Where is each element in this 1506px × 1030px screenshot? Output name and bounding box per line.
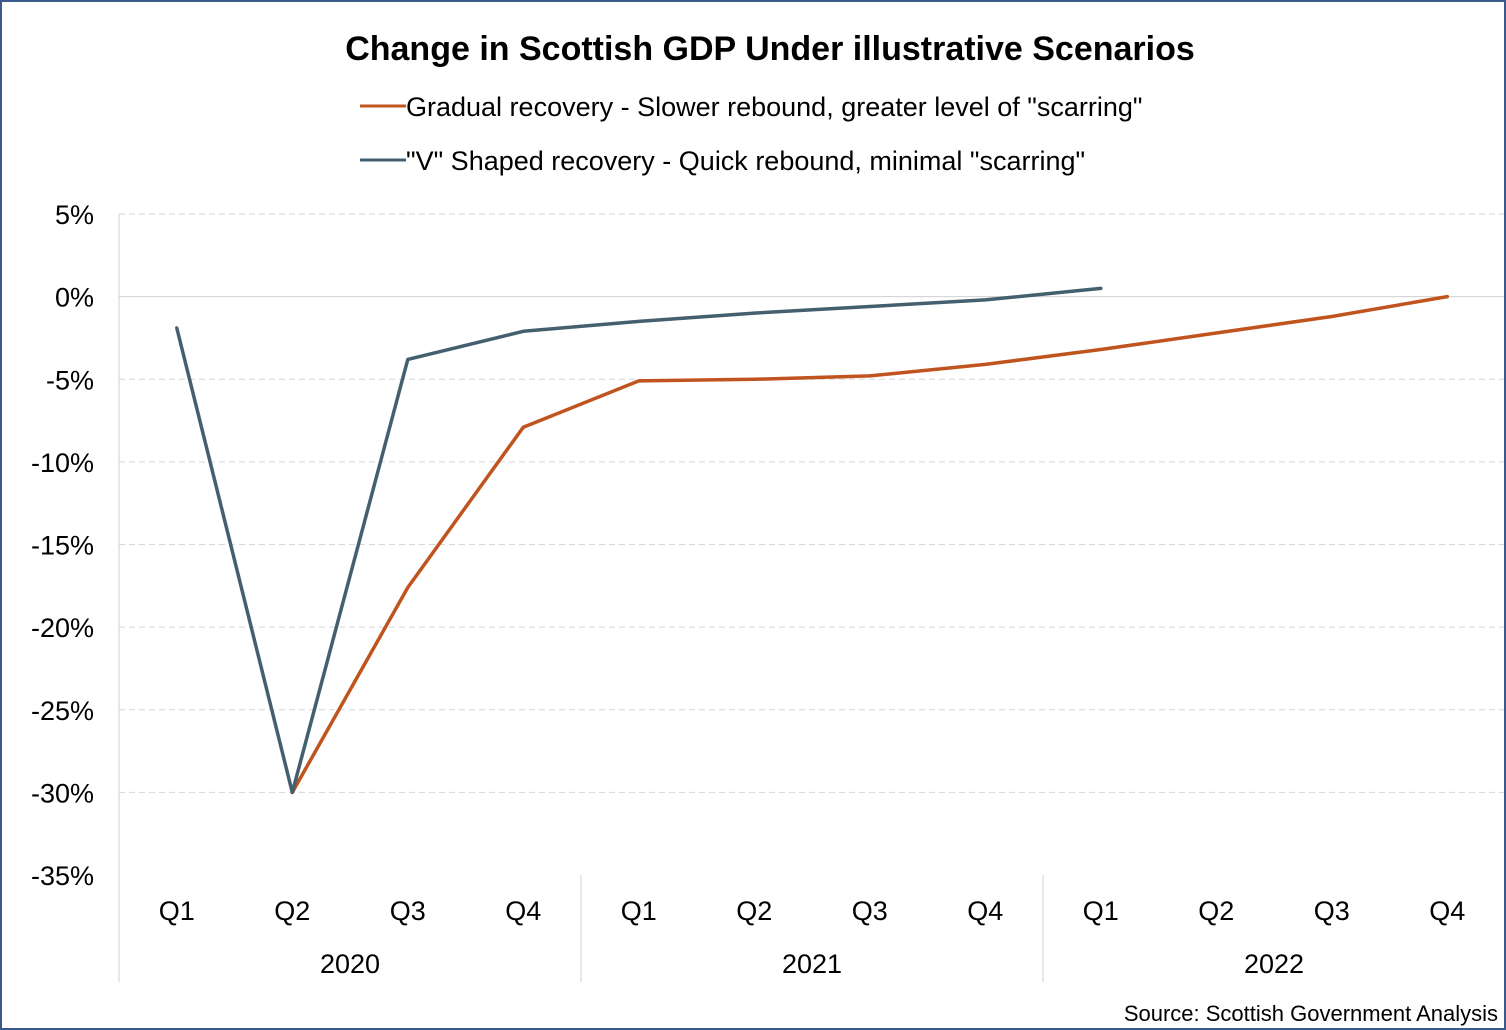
y-tick-label: -25% xyxy=(31,696,94,726)
x-year-label: 2021 xyxy=(782,949,842,979)
x-axis: Q1 Q2 Q3 Q4 Q1 Q2 Q3 Q4 Q1 Q2 Q3 Q4 2020 2021 2022 xyxy=(118,214,1465,982)
y-tick-label: -30% xyxy=(31,778,94,808)
x-tick-label: Q3 xyxy=(1314,896,1350,926)
y-tick-label: -20% xyxy=(31,613,94,643)
x-tick-label: Q1 xyxy=(159,896,195,926)
legend-label-gradual: Gradual recovery - Slower rebound, great… xyxy=(406,92,1143,122)
y-tick-label: -10% xyxy=(31,448,94,478)
series-lines xyxy=(175,286,1450,795)
gridlines xyxy=(119,213,1504,793)
series-line-v-shaped xyxy=(175,286,1103,795)
source-note: Source: Scottish Government Analysis xyxy=(1124,1001,1498,1026)
x-tick-label: Q3 xyxy=(390,896,426,926)
y-axis-ticks: 5% 0% -5% -10% -15% -20% -25% -30% -35% xyxy=(31,200,94,891)
y-tick-label: -5% xyxy=(46,365,94,395)
x-year-label: 2022 xyxy=(1244,949,1304,979)
y-tick-label: -15% xyxy=(31,531,94,561)
y-tick-label: -35% xyxy=(31,861,94,891)
legend-label-v-shaped: "V" Shaped recovery - Quick rebound, min… xyxy=(406,146,1085,176)
x-tick-label: Q3 xyxy=(852,896,888,926)
y-tick-label: 5% xyxy=(55,200,94,230)
x-tick-label: Q4 xyxy=(967,896,1003,926)
chart-title: Change in Scottish GDP Under illustrativ… xyxy=(345,30,1195,68)
x-tick-label: Q2 xyxy=(1198,896,1234,926)
x-tick-label: Q4 xyxy=(505,896,541,926)
x-tick-label: Q1 xyxy=(1083,896,1119,926)
x-tick-label: Q1 xyxy=(621,896,657,926)
x-tick-label: Q4 xyxy=(1429,896,1465,926)
y-tick-label: 0% xyxy=(55,283,94,313)
x-tick-label: Q2 xyxy=(274,896,310,926)
series-line-gradual xyxy=(290,294,1450,795)
x-year-label: 2020 xyxy=(320,949,380,979)
x-tick-label: Q2 xyxy=(736,896,772,926)
legend: Gradual recovery - Slower rebound, great… xyxy=(360,92,1143,176)
